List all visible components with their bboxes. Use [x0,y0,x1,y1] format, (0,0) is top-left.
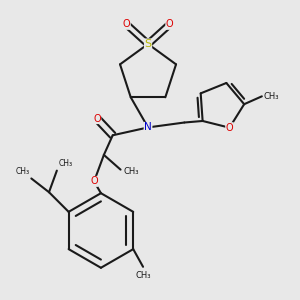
Text: S: S [145,39,152,49]
Text: N: N [144,122,152,132]
Text: O: O [123,20,130,29]
Text: O: O [226,123,233,133]
Text: CH₃: CH₃ [135,271,151,280]
Text: O: O [90,176,98,186]
Text: O: O [166,20,173,29]
Text: O: O [93,114,101,124]
Text: CH₃: CH₃ [264,92,279,101]
Text: CH₃: CH₃ [124,167,139,176]
Text: CH₃: CH₃ [15,167,29,176]
Text: CH₃: CH₃ [59,159,73,168]
